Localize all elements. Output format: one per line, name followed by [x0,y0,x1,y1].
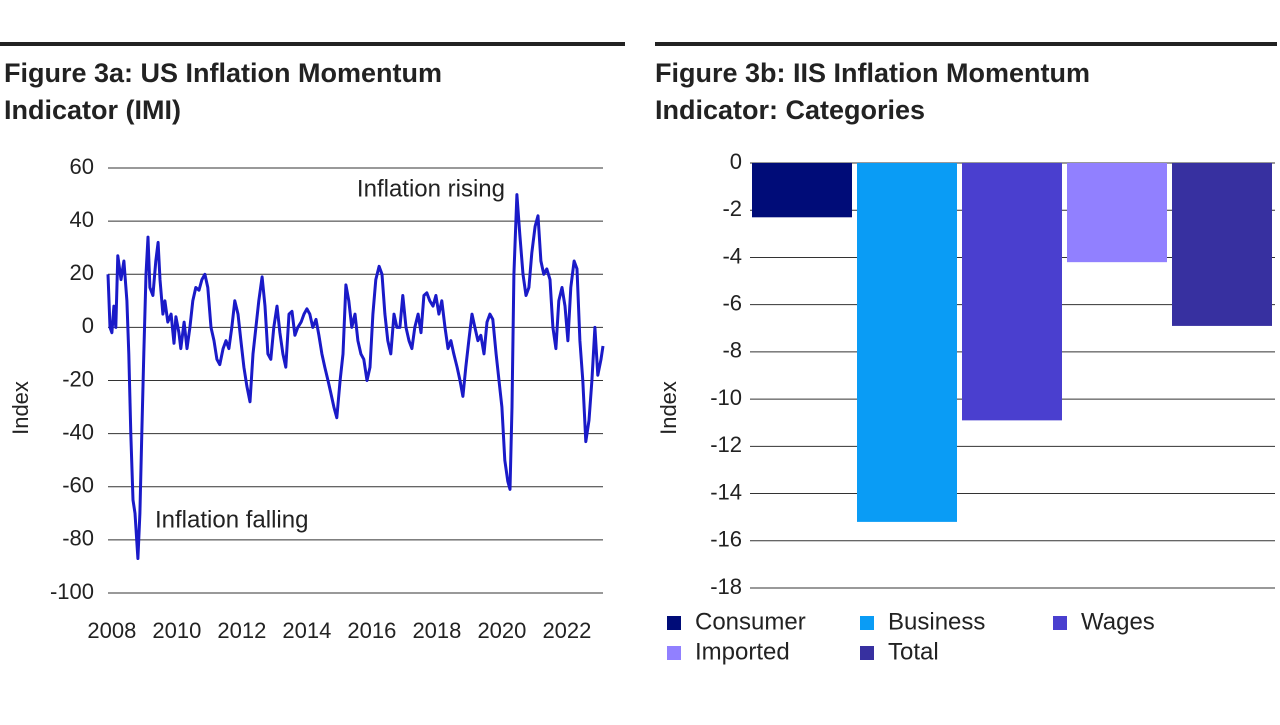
y-tick-label: -16 [710,527,742,552]
legend-label: Total [888,638,939,665]
legend-swatch [667,616,681,630]
y-tick-label: -10 [710,385,742,410]
chart-title: Indicator: Categories [655,95,925,125]
bar [1172,163,1272,326]
y-tick-label: 0 [730,149,742,174]
y-tick-label: -2 [722,196,742,221]
y-tick-label: 20 [70,260,94,285]
chart-title: Figure 3a: US Inflation Momentum [4,58,442,88]
y-tick-label: -20 [62,366,94,391]
y-tick-label: -18 [710,574,742,599]
legend-swatch [860,616,874,630]
x-tick-label: 2020 [477,618,526,643]
title-rule [0,42,625,46]
legend-label: Wages [1081,608,1155,635]
y-tick-label: -60 [62,473,94,498]
chart-title: Figure 3b: IIS Inflation Momentum [655,58,1090,88]
legend-label: Imported [695,638,790,665]
y-axis-label: Index [8,381,33,435]
y-tick-label: 0 [82,313,94,338]
x-tick-label: 2014 [282,618,331,643]
annotation: Inflation falling [155,506,308,533]
y-tick-label: -80 [62,526,94,551]
x-tick-label: 2012 [217,618,266,643]
y-tick-label: 60 [70,154,94,179]
legend-label: Consumer [695,608,806,635]
x-tick-label: 2008 [87,618,136,643]
bar [962,163,1062,421]
legend-swatch [1053,616,1067,630]
bar [1067,163,1167,263]
y-tick-label: -14 [710,479,742,504]
x-tick-label: 2018 [412,618,461,643]
data-line [106,193,605,560]
legend-swatch [860,646,874,660]
chart-title: Indicator (IMI) [4,95,181,125]
x-tick-label: 2016 [347,618,396,643]
annotation: Inflation rising [357,175,505,202]
bar [857,163,957,522]
title-rule [655,42,1277,46]
y-tick-label: -6 [722,290,742,315]
y-axis-label: Index [656,381,681,435]
bar [752,163,852,218]
x-tick-label: 2022 [542,618,591,643]
y-tick-label: -8 [722,338,742,363]
y-tick-label: 40 [70,207,94,232]
y-tick-label: -12 [710,432,742,457]
legend-label: Business [888,608,985,635]
y-tick-label: -100 [50,579,94,604]
y-tick-label: -4 [722,243,742,268]
x-tick-label: 2010 [152,618,201,643]
legend-swatch [667,646,681,660]
y-tick-label: -40 [62,419,94,444]
